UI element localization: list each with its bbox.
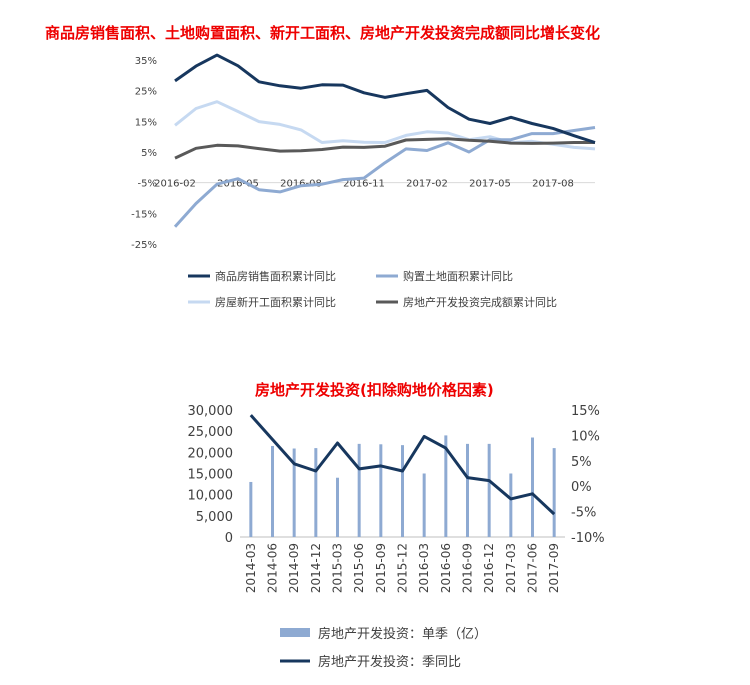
chart1-x-tick-label: 2016-05 (217, 179, 259, 190)
chart1-series-lines (173, 53, 596, 228)
chart2-right-tick-label: -5% (571, 506, 596, 521)
chart2-x-tick-label: 2014-06 (266, 543, 280, 593)
chart2-x-tick-label: 2015-09 (374, 543, 388, 593)
chart2-left-tick-label: 15,000 (188, 468, 234, 483)
chart1-legend-label: 房地产开发投资完成额累计同比 (403, 295, 557, 309)
chart2-bars (249, 435, 556, 537)
chart2-x-tick-label: 2014-12 (309, 543, 323, 593)
chart1-y-tick-label: -25% (131, 240, 157, 251)
chart1-y-tick-label: 5% (141, 148, 157, 159)
chart2-bar (271, 445, 274, 537)
chart2-bar (422, 473, 426, 537)
chart2-plot: 30,000 25,000 20,000 15,000 10,000 5,000 0 15%… (188, 404, 605, 670)
chart2-bar (552, 448, 556, 537)
chart2-bar (466, 443, 469, 537)
chart2-right-tick-label: -10% (571, 531, 605, 546)
chart2-bar (509, 473, 513, 537)
chart2-bar (336, 477, 339, 537)
chart2-x-tick-label: 2017-09 (547, 543, 561, 593)
chart2-left-tick-label: 20,000 (188, 446, 234, 461)
chart2-right-tick-label: 10% (571, 429, 600, 444)
chart1-plot: 35%25%15%5%-5%-15%-25% 2016-02 2016-05 201… (131, 53, 596, 309)
chart2-x-tick-label: 2016-12 (482, 543, 496, 593)
chart1-y-tick-label: 15% (135, 117, 157, 128)
chart2-bar (314, 448, 318, 537)
chart2-bar (444, 435, 448, 537)
chart2-x-tick-label: 2016-06 (439, 543, 453, 593)
chart2-bar (249, 481, 253, 537)
chart1-series-line (174, 53, 596, 144)
chart2-bar (531, 437, 534, 537)
chart2-legend: 房地产开发投资：单季（亿） 房地产开发投资：季同比 (280, 626, 487, 670)
chart2-x-axis: 2014-03 2014-06 2014-09 2014-12 2015-03 2015-… (244, 543, 561, 593)
chart2-legend-bar-label: 房地产开发投资：单季（亿） (318, 626, 487, 642)
chart2-right-tick-label: 0% (571, 480, 592, 495)
chart2-left-axis: 30,000 25,000 20,000 15,000 10,000 5,000 0 (188, 404, 234, 546)
chart2-right-tick-label: 5% (571, 455, 592, 470)
chart2-x-tick-label: 2016-09 (461, 543, 475, 593)
chart2-x-tick-label: 2014-03 (244, 543, 258, 593)
chart2-x-tick-label: 2017-06 (526, 543, 540, 593)
chart2-right-tick-label: 15% (571, 404, 600, 419)
chart2-line (249, 414, 556, 516)
chart1-x-tick-label: 2017-02 (406, 179, 448, 190)
chart1-legend-label: 房屋新开工面积累计同比 (215, 295, 336, 309)
chart1-x-tick-label: 2016-11 (343, 179, 385, 190)
chart2-x-tick-label: 2015-06 (352, 543, 366, 593)
chart1-x-axis: 2016-02 2016-05 2016-08 2016-11 2017-02 2017-… (154, 179, 574, 190)
chart2-left-tick-label: 25,000 (188, 425, 234, 440)
chart1-y-tick-label: 25% (135, 87, 157, 98)
chart2-left-tick-label: 30,000 (188, 404, 234, 419)
chart1-y-tick-label: -5% (138, 179, 157, 190)
chart2-bar (401, 445, 404, 537)
chart2-left-tick-label: 0 (225, 531, 233, 546)
chart2-bar (292, 448, 296, 537)
chart2-legend-line-label: 房地产开发投资：季同比 (318, 654, 461, 670)
chart1-series-line (174, 137, 595, 160)
chart1-series-line (173, 126, 596, 228)
chart2-right-axis: 15% 10% 5% 0% -5% -10% (571, 404, 605, 546)
chart2-left-tick-label: 10,000 (188, 489, 234, 504)
chart2-x-tick-label: 2015-12 (396, 543, 410, 593)
chart2-x-tick-label: 2017-03 (504, 543, 518, 593)
chart2-left-tick-label: 5,000 (196, 510, 233, 525)
chart1-title: 商品房销售面积、土地购置面积、新开工面积、房地产开发投资完成额同比增长变化 (45, 24, 601, 42)
chart1-y-tick-label: -15% (131, 209, 157, 220)
chart2-x-tick-label: 2016-03 (417, 543, 431, 593)
chart1-x-tick-label: 2017-08 (532, 179, 574, 190)
chart2-x-tick-label: 2015-03 (331, 543, 345, 593)
chart2-bar (487, 443, 491, 537)
chart1-x-tick-label: 2016-08 (280, 179, 322, 190)
chart2-bar (379, 444, 383, 537)
chart2-series-line (249, 414, 556, 516)
chart2-x-tick-label: 2014-09 (287, 543, 301, 593)
chart1-y-tick-label: 35% (135, 56, 157, 67)
chart2-legend-bar-swatch (280, 628, 310, 637)
chart1-legend-label: 购置土地面积累计同比 (403, 269, 513, 283)
chart1-x-tick-label: 2017-05 (469, 179, 511, 190)
chart2-title: 房地产开发投资(扣除购地价格因素) (255, 381, 494, 399)
chart1-legend-label: 商品房销售面积累计同比 (215, 269, 336, 283)
chart1-y-axis: 35% 25% 15% 5% -5% -15% -25% (131, 56, 157, 251)
chart2-bar (357, 443, 361, 537)
chart1-x-tick-label: 2016-02 (154, 179, 196, 190)
chart1-series-line (174, 100, 596, 151)
